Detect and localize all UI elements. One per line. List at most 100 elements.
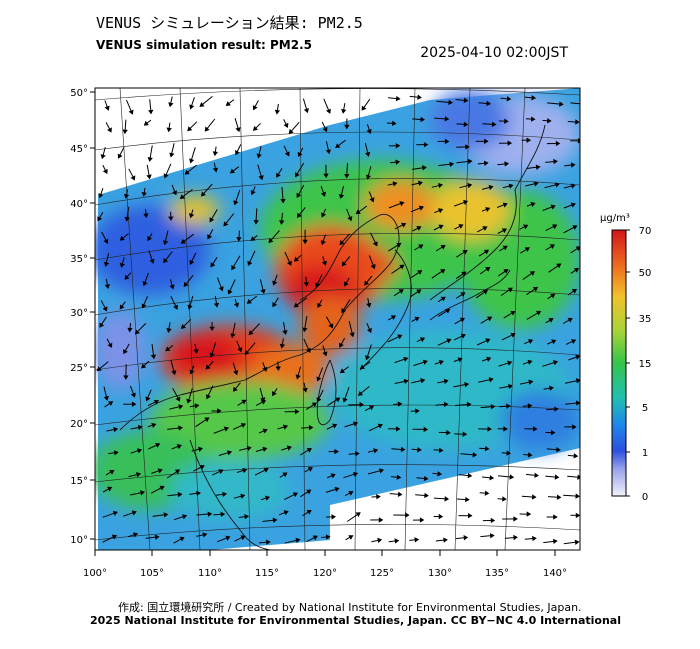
wind-arrow-head [507,140,513,146]
wind-arrow-head [403,356,409,362]
wind-arrow-head [107,401,114,406]
wind-arrow-head [553,514,558,520]
wind-arrow-head [189,104,195,110]
wind-arrow-head [233,200,239,206]
wind-arrow-head [513,534,518,541]
wind-arrow-head [462,431,468,437]
colorbar-label: 0 [642,492,648,503]
wind-arrow-head [295,537,301,543]
wind-arrow-head [264,495,271,501]
wind-arrow-head [241,399,247,405]
wind-arrow-head [302,239,308,245]
wind-arrow-head [296,192,302,198]
wind-arrow-head [262,366,268,372]
wind-arrow-head [443,401,449,408]
wind-arrow-head [202,532,208,538]
wind-arrow-head [483,249,490,255]
colorbar-label: 5 [642,403,648,414]
wind-arrow-head [272,302,278,308]
wind-arrow-head [341,108,347,114]
wind-arrow-head [527,452,533,458]
wind-arrow-head [272,517,278,523]
wind-arrow-head [282,424,289,430]
wind-arrow-head [212,151,219,157]
wind-arrow-head [207,234,213,240]
wind-arrow-head [286,445,292,451]
colorbar-label: 35 [639,314,652,325]
wind-arrow-head [399,201,405,207]
wind-arrow-head [528,339,534,345]
wind-arrow-head [378,468,385,474]
colorbar-label: 50 [639,268,652,279]
wind-arrow-head [136,472,142,478]
wind-arrow-head [457,357,463,363]
wind-arrow-head [107,486,113,492]
wind-arrow-head [467,182,473,189]
wind-arrow-head [443,378,449,385]
wind-arrow-head [392,181,398,187]
wind-arrow-head [168,102,174,108]
wind-arrow-head [197,446,203,452]
lat-label: 35° [70,254,88,265]
wind-arrow-head [119,262,125,268]
longitude-labels: 100° 105° 110° 115° 120° 125° 130° 135° … [83,568,567,579]
wind-arrow-head [571,288,578,294]
wind-arrow-head [141,191,147,197]
wind-arrow-head [328,323,334,329]
wind-arrow-head [176,444,182,450]
wind-arrow-head [417,94,422,100]
wind-arrow-head [223,221,229,227]
wind-arrow-head [440,296,446,302]
lat-label: 50° [70,88,88,99]
wind-arrow-head [487,316,493,322]
wind-arrow-head [575,400,580,406]
wind-arrow-head [280,198,286,204]
wind-arrow-head [510,310,516,316]
wind-arrow-head [349,332,355,338]
wind-arrow-head [418,244,424,250]
wind-arrow-head [342,397,348,403]
wind-arrow-head [282,330,288,335]
wind-arrow-head [166,328,172,333]
wind-arrow-head [288,128,294,135]
wind-arrow-head [98,193,104,199]
wind-arrow-head [550,293,556,299]
wind-arrow-head [423,142,429,148]
wind-arrow-head [377,423,383,429]
wind-arrow-head [488,184,494,191]
lon-label: 105° [140,568,164,579]
wind-arrow-head [159,485,165,491]
wind-arrow-head [490,517,496,524]
wind-arrow-head [465,144,470,150]
wind-arrow-head [210,262,216,268]
wind-arrow-head [445,308,451,314]
wind-arrow-head [178,425,183,431]
wind-arrow-head [282,472,288,478]
wind-arrow-head [182,514,188,520]
wind-arrow-head [173,304,178,310]
wind-arrow-head [311,402,318,408]
wind-arrow-head [502,496,507,502]
wind-arrow-head [490,404,496,410]
wind-arrow-head [293,256,299,262]
wind-arrow-head [465,496,470,503]
wind-arrow-head [272,390,277,397]
wind-arrow-head [400,446,406,453]
wind-arrow-head [467,513,473,519]
wind-arrow-head [503,269,509,274]
wind-arrow-head [235,150,240,156]
wind-arrow [570,102,580,105]
wind-arrow-head [283,510,289,516]
wind-arrow-head [508,183,514,189]
wind-arrow-head [365,151,371,157]
wind-arrow-head [365,355,371,361]
lat-label: 40° [70,199,88,210]
wind-arrow-head [510,332,516,338]
wind-arrow-head [229,168,236,174]
wind-arrow-head [526,137,532,143]
wind-arrow-head [258,175,264,181]
wind-arrow-head [341,261,347,267]
wind-arrow-head [123,193,130,199]
wind-arrow-head [417,447,422,453]
wind-arrow-head [575,354,580,360]
